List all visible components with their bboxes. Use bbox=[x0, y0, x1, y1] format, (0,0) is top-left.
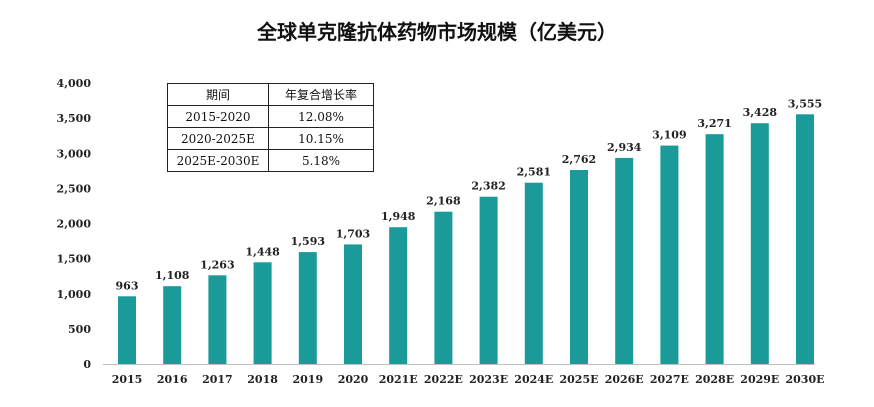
cagr-rate-cell: 12.08% bbox=[268, 105, 374, 128]
bar-value-label: 1,448 bbox=[245, 245, 280, 258]
bar bbox=[163, 286, 182, 364]
y-tick-label: 2,500 bbox=[57, 182, 92, 195]
cagr-period-cell: 2020-2025E bbox=[167, 127, 269, 150]
x-tick-label: 2029E bbox=[740, 373, 779, 386]
bar bbox=[118, 296, 136, 364]
x-tick-label: 2028E bbox=[695, 373, 734, 386]
chart-title: 全球单克隆抗体药物市场规模（亿美元） bbox=[257, 20, 617, 44]
x-tick-label: 2027E bbox=[650, 373, 689, 386]
y-tick-label: 500 bbox=[68, 323, 91, 336]
bar bbox=[344, 244, 362, 364]
bar-value-label: 3,271 bbox=[697, 117, 731, 130]
x-tick-label: 2023E bbox=[469, 373, 508, 386]
bar bbox=[298, 252, 317, 364]
bar bbox=[389, 227, 408, 364]
bar bbox=[253, 262, 272, 364]
bar-value-label: 2,934 bbox=[607, 141, 642, 154]
cagr-period-cell: 2025E-2030E bbox=[167, 149, 269, 172]
bar bbox=[750, 123, 769, 364]
bar-value-label: 2,168 bbox=[426, 195, 461, 208]
bar-value-label: 3,428 bbox=[743, 106, 778, 119]
y-axis: 0 500 1,000 1,500 2,000 2,500 3,000 3,500 4,000 bbox=[57, 77, 92, 371]
cagr-table: 期间 年复合增长率 2015-2020 12.08% 2020-2025E 10… bbox=[167, 83, 374, 172]
x-tick-label: 2026E bbox=[605, 373, 644, 386]
x-tick-label: 2015 bbox=[112, 373, 143, 386]
x-tick-label: 2024E bbox=[514, 373, 553, 386]
y-tick-label: 4,000 bbox=[57, 77, 92, 90]
bar bbox=[479, 196, 498, 364]
x-tick-label: 2021E bbox=[379, 373, 418, 386]
cagr-rate-cell: 10.15% bbox=[268, 127, 374, 150]
y-tick-label: 1,000 bbox=[57, 288, 92, 301]
bar-value-label: 2,382 bbox=[471, 180, 505, 193]
bar bbox=[570, 170, 588, 364]
cagr-rate-cell: 5.18% bbox=[268, 149, 374, 172]
x-tick-label: 2018 bbox=[247, 373, 278, 386]
bar-value-label: 1,948 bbox=[381, 210, 416, 223]
x-tick-label: 2030E bbox=[786, 373, 825, 386]
bar-value-label: 2,762 bbox=[562, 153, 596, 166]
x-tick-label: 2020 bbox=[338, 373, 369, 386]
bar bbox=[615, 157, 634, 364]
bar bbox=[434, 211, 453, 364]
bar-value-label: 2,581 bbox=[517, 166, 551, 179]
x-tick-label: 2019 bbox=[292, 373, 323, 386]
y-tick-label: 3,500 bbox=[57, 112, 92, 125]
cagr-table-row: 2025E-2030E 5.18% bbox=[167, 149, 374, 172]
bar bbox=[660, 145, 679, 364]
cagr-header-rate: 年复合增长率 bbox=[268, 83, 374, 106]
x-tick-label: 2016 bbox=[157, 373, 188, 386]
cagr-header-period: 期间 bbox=[167, 83, 269, 106]
bar-value-label: 3,109 bbox=[652, 129, 686, 142]
bar bbox=[796, 114, 814, 364]
y-tick-label: 0 bbox=[83, 358, 91, 371]
x-axis: 2015 2016 2017 2018 2019 2020 2021E 2022E 2023E 2… bbox=[103, 364, 825, 386]
bar bbox=[705, 134, 724, 364]
bar bbox=[208, 275, 227, 364]
y-tick-label: 3,000 bbox=[57, 147, 92, 160]
bars-group: 963 1,108 1,263 1,448 1,593 1,703 1,948 2,168 2,… bbox=[116, 97, 822, 364]
x-tick-label: 2022E bbox=[424, 373, 463, 386]
bar-value-label: 963 bbox=[116, 279, 139, 292]
cagr-table-row: 2015-2020 12.08% bbox=[167, 105, 374, 128]
bar-value-label: 3,555 bbox=[788, 97, 822, 110]
bar-value-label: 1,263 bbox=[200, 258, 234, 271]
x-tick-label: 2017 bbox=[202, 373, 233, 386]
bar-value-label: 1,593 bbox=[291, 235, 325, 248]
cagr-table-header-row: 期间 年复合增长率 bbox=[167, 83, 374, 106]
bar-value-label: 1,703 bbox=[336, 227, 370, 240]
y-tick-label: 2,000 bbox=[57, 218, 92, 231]
bar bbox=[524, 182, 543, 364]
y-tick-label: 1,500 bbox=[57, 253, 92, 266]
x-tick-label: 2025E bbox=[560, 373, 599, 386]
bar-value-label: 1,108 bbox=[155, 269, 190, 282]
cagr-table-row: 2020-2025E 10.15% bbox=[167, 127, 374, 150]
cagr-period-cell: 2015-2020 bbox=[167, 105, 269, 128]
